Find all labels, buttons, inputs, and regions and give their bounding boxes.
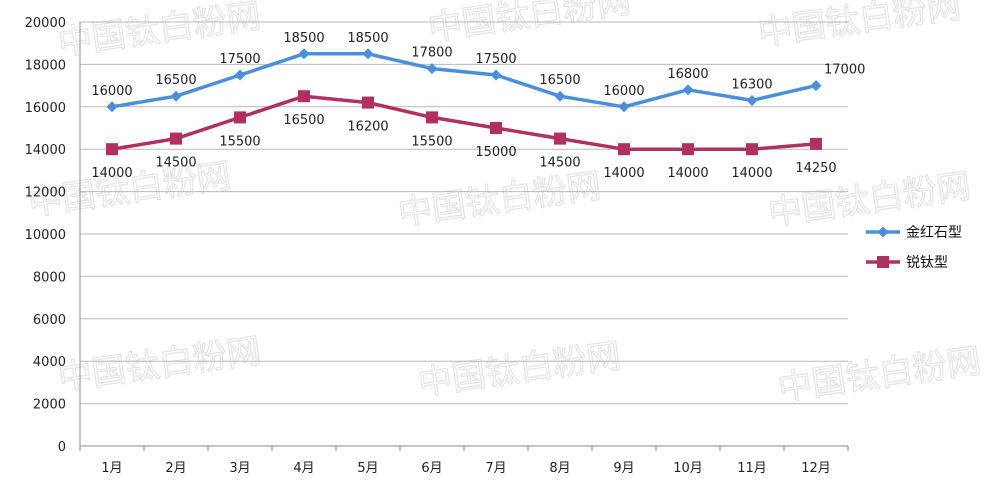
data-point-marker [362,96,374,109]
x-tick-label: 1月 [101,461,122,476]
data-label: 16300 [731,77,772,92]
data-label: 15500 [219,134,260,149]
data-point-marker [810,137,822,150]
data-label: 16800 [667,67,708,82]
x-tick-label: 6月 [421,461,442,476]
y-tick-label: 10000 [25,228,66,243]
x-tick-label: 5月 [357,461,378,476]
series-layer [106,48,822,156]
x-tick-label: 7月 [485,461,506,476]
data-label: 16000 [603,84,644,99]
x-tick-label: 3月 [229,461,250,476]
data-point-marker [490,69,502,81]
legend-swatch-marker [877,256,889,268]
data-label: 14000 [731,166,772,181]
data-label: 16500 [283,113,324,128]
data-label: 16500 [539,73,580,88]
data-label: 16500 [155,73,196,88]
data-point-marker [554,90,566,102]
data-label-layer: 16000 16500 17500 18500 18500 17800 17500 16500… [91,31,865,181]
x-tick-label: 2月 [165,461,186,476]
data-label: 14500 [539,156,580,171]
y-tick-label: 18000 [25,58,66,73]
legend-swatch-marker [877,226,889,238]
x-tick-label: 12月 [801,461,831,476]
data-point-marker [746,143,758,156]
data-label: 14000 [91,166,132,181]
data-label: 16200 [347,120,388,135]
watermark-text: 中国钛白粉网 [426,0,634,49]
y-tick-label: 12000 [25,186,66,201]
watermark-text: 中国钛白粉网 [766,166,974,234]
data-label: 15000 [475,145,516,160]
data-point-marker [170,132,182,145]
y-tick-label: 20000 [25,16,66,31]
data-point-marker [106,101,118,113]
data-point-marker [746,94,758,106]
x-tick-label: 8月 [549,461,570,476]
y-tick-label: 4000 [33,355,66,370]
data-point-marker [298,90,310,103]
y-tick-label: 14000 [25,143,66,158]
data-label: 17500 [219,52,260,67]
data-point-marker [298,48,310,60]
data-label: 14000 [667,166,708,181]
data-point-marker [682,143,694,156]
y-tick-label: 0 [58,440,66,455]
data-point-marker [362,48,374,60]
data-label: 14250 [795,161,836,176]
data-label: 17500 [475,52,516,67]
data-point-marker [554,132,566,145]
watermark-text: 中国钛白粉网 [396,166,604,234]
watermark-text: 中国钛白粉网 [756,0,964,54]
y-tick-label: 6000 [33,313,66,328]
data-point-marker [618,143,630,156]
y-tick-label: 8000 [33,270,66,285]
data-label: 18500 [347,31,388,46]
data-point-marker [618,101,630,113]
data-point-marker [234,111,246,124]
data-point-marker [426,111,438,124]
data-point-marker [682,84,694,96]
series-line-rutile [111,52,817,109]
data-label: 18500 [283,31,324,46]
x-tick-label: 9月 [613,461,634,476]
legend-entry-label: 锐钛型 [906,255,948,271]
data-label: 15500 [411,134,452,149]
watermark-text: 中国钛白粉网 [776,341,984,409]
data-label: 16000 [91,84,132,99]
data-label: 17800 [411,46,452,61]
x-tick-label: 10月 [673,461,703,476]
data-point-marker [426,63,438,75]
axis-layer: 0 2000 4000 6000 8000 10000 12000 14000 16000 180… [25,16,849,476]
legend-entry-label: 金红石型 [906,225,962,241]
y-tick-label: 16000 [25,101,66,116]
data-label: 14000 [603,166,644,181]
data-point-marker [490,122,502,134]
data-point-marker [106,143,118,156]
series-line-anatase [111,94,817,151]
watermark-text: 中国钛白粉网 [416,336,624,404]
x-tick-label: 11月 [737,461,767,476]
y-tick-label: 2000 [33,398,66,413]
data-point-marker [170,90,182,102]
x-tick-label: 4月 [293,461,314,476]
data-point-marker [810,80,822,92]
data-label: 17000 [824,63,865,78]
grid-layer [80,21,848,405]
data-point-marker [234,69,246,81]
data-label: 14500 [155,156,196,171]
watermark-text: 中国钛白粉网 [56,331,264,399]
